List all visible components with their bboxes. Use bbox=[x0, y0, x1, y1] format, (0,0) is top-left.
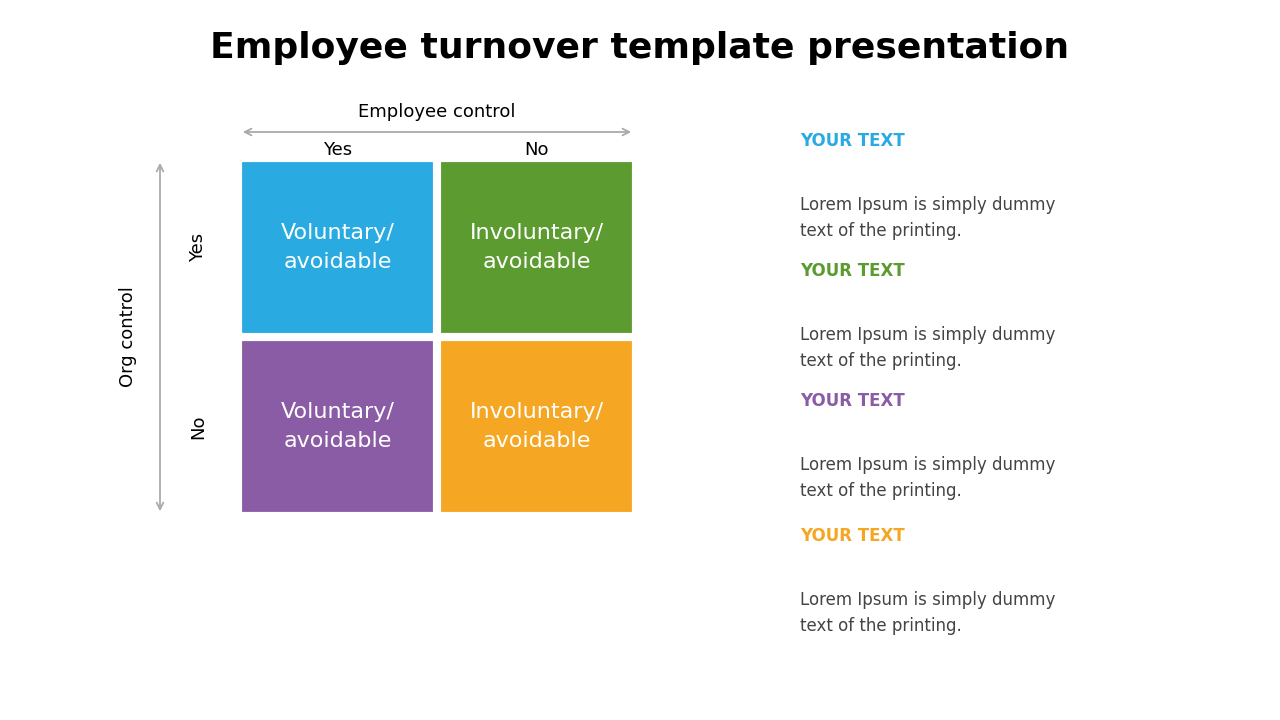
Text: No: No bbox=[525, 141, 549, 159]
Text: Lorem Ipsum is simply dummy
text of the printing.: Lorem Ipsum is simply dummy text of the … bbox=[800, 326, 1056, 369]
Text: Voluntary/
avoidable: Voluntary/ avoidable bbox=[280, 222, 394, 272]
Text: YOUR TEXT: YOUR TEXT bbox=[800, 527, 905, 545]
Text: Org control: Org control bbox=[119, 287, 137, 387]
Text: Involuntary/
avoidable: Involuntary/ avoidable bbox=[470, 402, 604, 451]
Bar bbox=[241, 160, 435, 335]
Text: No: No bbox=[189, 414, 207, 438]
Text: YOUR TEXT: YOUR TEXT bbox=[800, 262, 905, 280]
Text: Employee control: Employee control bbox=[358, 103, 516, 121]
Text: Employee turnover template presentation: Employee turnover template presentation bbox=[210, 31, 1070, 65]
Text: YOUR TEXT: YOUR TEXT bbox=[800, 392, 905, 410]
Text: YOUR TEXT: YOUR TEXT bbox=[800, 132, 905, 150]
Bar bbox=[439, 160, 634, 335]
Text: Yes: Yes bbox=[323, 141, 352, 159]
Text: Voluntary/
avoidable: Voluntary/ avoidable bbox=[280, 402, 394, 451]
Bar bbox=[241, 339, 435, 514]
Bar bbox=[439, 339, 634, 514]
Text: Lorem Ipsum is simply dummy
text of the printing.: Lorem Ipsum is simply dummy text of the … bbox=[800, 591, 1056, 635]
Text: Lorem Ipsum is simply dummy
text of the printing.: Lorem Ipsum is simply dummy text of the … bbox=[800, 456, 1056, 500]
Text: Involuntary/
avoidable: Involuntary/ avoidable bbox=[470, 222, 604, 272]
Text: Yes: Yes bbox=[189, 233, 207, 262]
Text: Lorem Ipsum is simply dummy
text of the printing.: Lorem Ipsum is simply dummy text of the … bbox=[800, 196, 1056, 240]
